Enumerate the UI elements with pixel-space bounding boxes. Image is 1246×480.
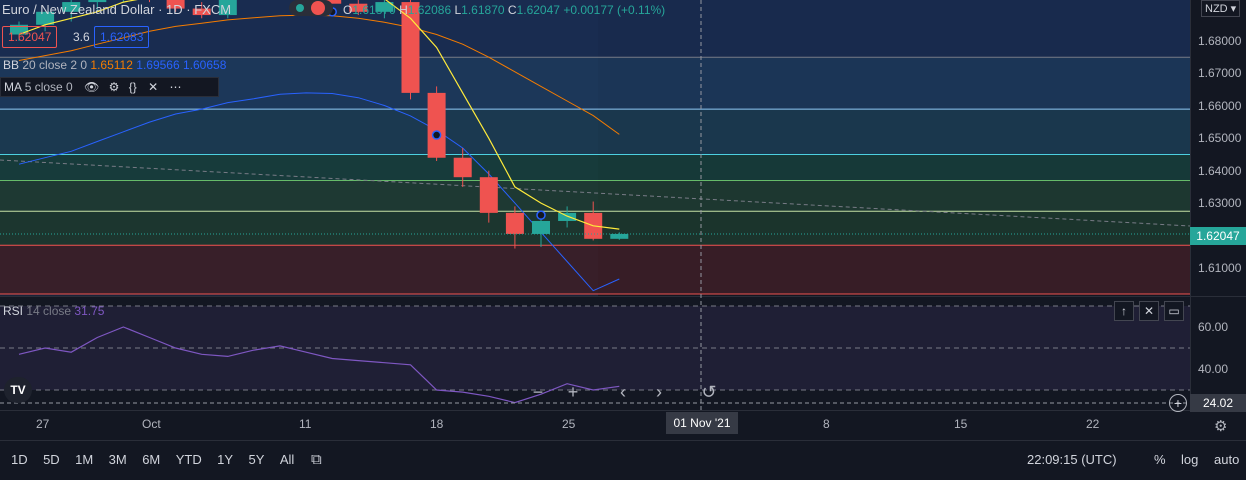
ohlc-values: O1.61870 H1.62086 L1.61870 C1.62047 +0.0… (343, 3, 666, 17)
indicator-marker (536, 210, 546, 220)
symbol-name[interactable]: Euro / New Zealand Dollar (2, 2, 155, 17)
time-axis-label: 11 (299, 417, 312, 431)
rsi-axis-label: 40.00 (1198, 362, 1229, 376)
range-ytd[interactable]: YTD (175, 452, 202, 467)
candle-body (427, 92, 446, 158)
add-crosshair-icon[interactable]: + (1169, 394, 1187, 412)
time-axis-label: 27 (36, 417, 50, 431)
market-status-icon[interactable] (289, 0, 333, 16)
fib-zone (0, 109, 1190, 155)
candle-body (505, 212, 524, 234)
scroll-left-button[interactable]: ‹ (620, 382, 626, 402)
rsi-axis-label: 60.00 (1198, 320, 1229, 334)
range-5d[interactable]: 5D (43, 452, 60, 467)
bb-legend[interactable]: BB 20 close 2 0 1.65112 1.69566 1.60658 (3, 58, 227, 72)
zoom-in-button[interactable]: + (567, 382, 579, 402)
candle-body (88, 0, 107, 3)
candle-body (558, 212, 577, 221)
log-toggle[interactable]: log (1181, 452, 1199, 467)
zoom-out-button[interactable]: − (532, 382, 544, 402)
eye-icon[interactable]: 👁 (84, 80, 100, 94)
interval-label[interactable]: 1D (166, 2, 183, 17)
price-axis-label: 1.65000 (1198, 131, 1242, 145)
symbol-header: Euro / New Zealand Dollar · 1D · FXCM (2, 2, 232, 17)
spread-value: 3.6 (73, 30, 90, 44)
tradingview-logo-icon[interactable]: TV (4, 377, 32, 403)
price-axis-label: 1.63000 (1198, 196, 1242, 210)
range-6m[interactable]: 6M (142, 452, 161, 467)
range-1m[interactable]: 1M (75, 452, 94, 467)
time-axis-settings-icon[interactable]: ⚙ (1214, 418, 1228, 435)
price-axis-label: 1.64000 (1198, 164, 1242, 178)
rsi-line (18, 326, 620, 404)
price-axis-label: 1.66000 (1198, 99, 1242, 113)
candle-body (532, 220, 550, 234)
time-axis-label: 8 (823, 417, 830, 431)
candle-body (349, 3, 368, 12)
fib-zone (0, 180, 1190, 212)
close-pane-icon[interactable]: ✕ (1139, 301, 1159, 321)
ma5-line (18, 0, 620, 230)
trend-line (0, 159, 1191, 227)
candle-body (192, 8, 211, 16)
price-axis-label: 1.67000 (1198, 66, 1242, 80)
rsi-legend[interactable]: RSI 14 close 31.75 (3, 304, 105, 318)
range-3m[interactable]: 3M (108, 452, 127, 467)
more-icon[interactable]: ⋯ (169, 80, 182, 94)
date-range-icon[interactable]: ⧉ (311, 451, 322, 468)
time-cursor-label: 01 Nov '21 (666, 412, 738, 434)
percent-toggle[interactable]: % (1154, 452, 1166, 467)
time-axis-label: 22 (1086, 417, 1100, 431)
candle-body (323, 0, 342, 4)
buy-price-button[interactable]: 1.62083 (94, 26, 150, 48)
candle-body (166, 0, 185, 9)
source-label: FXCM (194, 2, 232, 17)
time-axis-label: Oct (142, 417, 161, 431)
maximize-pane-icon[interactable]: ▭ (1164, 301, 1184, 321)
bb-lower-line (18, 92, 620, 292)
candle-body (479, 177, 498, 213)
range-1y[interactable]: 1Y (217, 452, 234, 467)
last-price-label: 1.62047 (1190, 227, 1246, 245)
candle-body (10, 24, 28, 35)
move-pane-up-icon[interactable]: ↑ (1114, 301, 1134, 321)
candle-body (62, 2, 81, 12)
scroll-right-button[interactable]: › (656, 382, 662, 402)
remove-icon[interactable]: ✕ (148, 80, 159, 94)
price-axis-label: 1.68000 (1198, 34, 1242, 48)
source-code-icon[interactable]: {} (128, 80, 137, 94)
candle-body (453, 157, 472, 178)
currency-selector[interactable]: NZD ▾ (1201, 0, 1241, 17)
candle-body (218, 0, 237, 16)
fib-zone (0, 154, 1190, 181)
range-1d[interactable]: 1D (11, 452, 28, 467)
range-5y[interactable]: 5Y (248, 452, 265, 467)
ma-legend[interactable]: MA 5 close 0 👁 ⚙ {} ✕ ⋯ (0, 77, 219, 97)
indicator-marker (431, 130, 442, 140)
time-axis-label: 25 (562, 417, 576, 431)
reset-chart-icon[interactable]: ↺ (701, 382, 717, 402)
candle-body (401, 2, 420, 93)
sell-price-button[interactable]: 1.62047 (2, 26, 58, 48)
candle-body (610, 233, 629, 239)
time-axis-label: 18 (430, 417, 444, 431)
price-axis-label: 1.61000 (1198, 261, 1242, 275)
time-axis-label: 15 (954, 417, 968, 431)
fib-zone (0, 245, 1190, 294)
candle-body (36, 11, 55, 25)
chart-canvas[interactable] (0, 0, 1246, 440)
range-all[interactable]: All (279, 452, 295, 467)
auto-toggle[interactable]: auto (1214, 452, 1240, 467)
rsi-cursor-label: 24.02 (1190, 394, 1246, 412)
settings-icon[interactable]: ⚙ (108, 80, 120, 94)
candle-body (375, 2, 394, 12)
bottom-toolbar: 1D 5D 1M 3M 6M YTD 1Y 5Y All ⧉ 22:09:15 … (0, 440, 1246, 480)
clock-label[interactable]: 22:09:15 (UTC) (1027, 452, 1117, 467)
